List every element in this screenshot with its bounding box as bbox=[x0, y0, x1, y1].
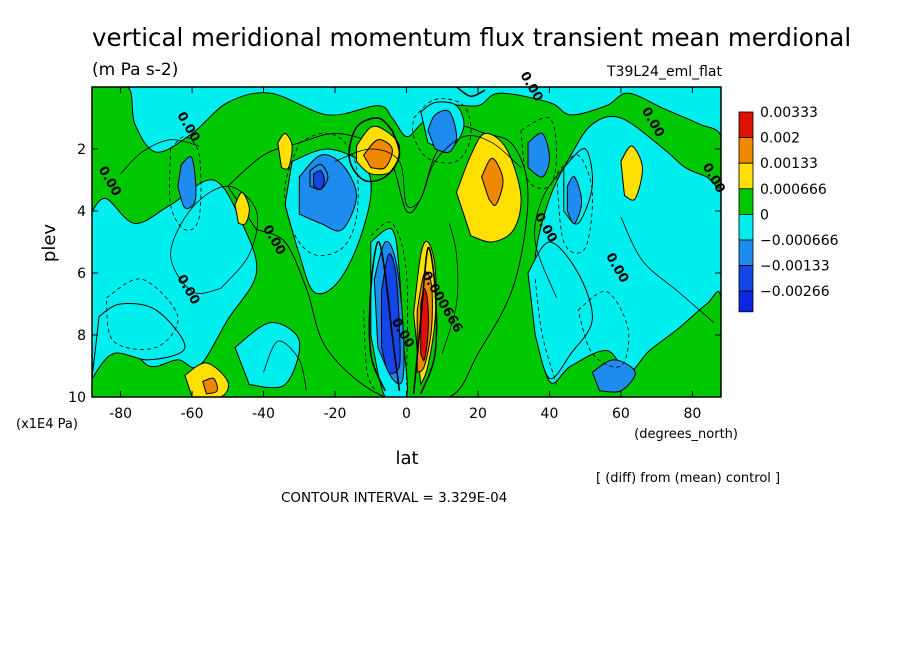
y-tick-label-3: 8 bbox=[77, 328, 86, 344]
x-tick-label-3: -20 bbox=[324, 406, 347, 422]
x-units-label: (degrees_north) bbox=[634, 427, 738, 442]
chart-title: vertical meridional momentum flux transi… bbox=[92, 23, 851, 52]
legend-swatch-1 bbox=[738, 137, 754, 164]
contour-region-26 bbox=[362, 139, 393, 170]
plot-area: 0.000.00 0.000.00 0.000.00 0.000.000.00 0.00… bbox=[91, 69, 728, 398]
legend-swatch-7 bbox=[738, 290, 754, 313]
legend-swatch-5 bbox=[738, 239, 754, 267]
contour-line-solid-4 bbox=[620, 217, 715, 323]
contour-line-dashed-9 bbox=[534, 279, 557, 385]
legend-swatch-3 bbox=[738, 188, 754, 215]
x-tick-label-2: -40 bbox=[252, 406, 275, 422]
run-label: T39L24_eml_flat bbox=[606, 64, 723, 80]
contour-interval-label: CONTOUR INTERVAL = 3.329E-04 bbox=[281, 490, 507, 506]
x-tick-label-7: 60 bbox=[612, 406, 630, 422]
contour-region-2 bbox=[92, 303, 186, 380]
legend-label-7: −0.00266 bbox=[760, 284, 830, 300]
y-tick-label-4: 10 bbox=[68, 390, 86, 406]
contour-region-10 bbox=[177, 156, 197, 209]
contour-line-dashed-3 bbox=[363, 310, 379, 395]
y-tick-label-0: 2 bbox=[77, 142, 86, 158]
y-units-label: (x1E4 Pa) bbox=[16, 417, 78, 432]
legend-swatch-6 bbox=[738, 265, 754, 292]
contour-region-15 bbox=[591, 359, 636, 393]
contour-line-solid-6 bbox=[441, 223, 459, 354]
x-tick-label-0: -80 bbox=[109, 406, 132, 422]
color-legend: 0.00333 0.002 0.00133 0.000666 0 −0.000666 −0.… bbox=[738, 105, 839, 313]
y-tick-label-2: 6 bbox=[77, 266, 86, 282]
contour-line-dashed-2 bbox=[370, 221, 408, 385]
y-tick-label-1: 4 bbox=[77, 204, 86, 220]
contour-region-13 bbox=[566, 175, 583, 224]
contour-region-3 bbox=[234, 322, 301, 389]
legend-label-3: 0.000666 bbox=[760, 182, 827, 198]
contour-line-solid-1 bbox=[170, 185, 259, 294]
legend-swatch-4 bbox=[738, 213, 754, 241]
contour-line-dashed-6 bbox=[556, 154, 593, 254]
contour-line-solid-3 bbox=[534, 167, 565, 298]
contour-region-17 bbox=[313, 170, 325, 190]
x-tick-label-1: -60 bbox=[181, 406, 204, 422]
contour-region-21 bbox=[277, 133, 293, 170]
contour-line-dashed-7 bbox=[577, 290, 630, 368]
contour-line-dashed-8 bbox=[105, 278, 179, 350]
contour-line-dashed-0 bbox=[284, 132, 359, 257]
comparison-note: [ (diff) from (mean) control ] bbox=[596, 471, 780, 486]
contour-line-zero-0 bbox=[368, 241, 401, 392]
contour-line-dashed-5 bbox=[520, 116, 558, 189]
contour-region-24 bbox=[620, 145, 643, 201]
contour-line-solid-5 bbox=[263, 340, 307, 391]
contour-region-12 bbox=[527, 132, 551, 178]
legend-label-5: −0.000666 bbox=[760, 233, 839, 249]
contour-region-27 bbox=[481, 157, 504, 206]
legend-label-2: 0.00133 bbox=[760, 156, 818, 172]
contour-line-zero-1 bbox=[456, 87, 486, 98]
contour-line-solid-0 bbox=[334, 135, 522, 208]
contour-line-dashed-4 bbox=[412, 98, 472, 164]
contour-region-29 bbox=[202, 377, 218, 395]
contour-line-zero-2 bbox=[348, 117, 401, 183]
x-tick-label-8: 80 bbox=[683, 406, 701, 422]
contour-region-7 bbox=[527, 241, 593, 380]
x-axis-label: lat bbox=[395, 448, 418, 469]
x-tick-label-5: 20 bbox=[469, 406, 487, 422]
x-tick-label-4: 0 bbox=[402, 406, 411, 422]
contour-region-11 bbox=[427, 109, 458, 154]
legend-label-6: −0.00133 bbox=[760, 259, 830, 275]
legend-swatch-2 bbox=[738, 162, 754, 190]
x-tick-label-6: 40 bbox=[541, 406, 559, 422]
legend-swatch-0 bbox=[738, 111, 754, 139]
contour-line-zero-3 bbox=[412, 246, 438, 395]
legend-label-4: 0 bbox=[760, 207, 769, 223]
legend-label-0: 0.00333 bbox=[760, 105, 818, 121]
units-label: (m Pa s-2) bbox=[92, 60, 178, 80]
contour-region-20 bbox=[234, 191, 250, 226]
contour-line-solid-2 bbox=[120, 139, 200, 175]
legend-label-1: 0.002 bbox=[760, 131, 800, 147]
contour-line-dashed-1 bbox=[169, 136, 202, 231]
y-axis-label: plev bbox=[39, 224, 60, 263]
